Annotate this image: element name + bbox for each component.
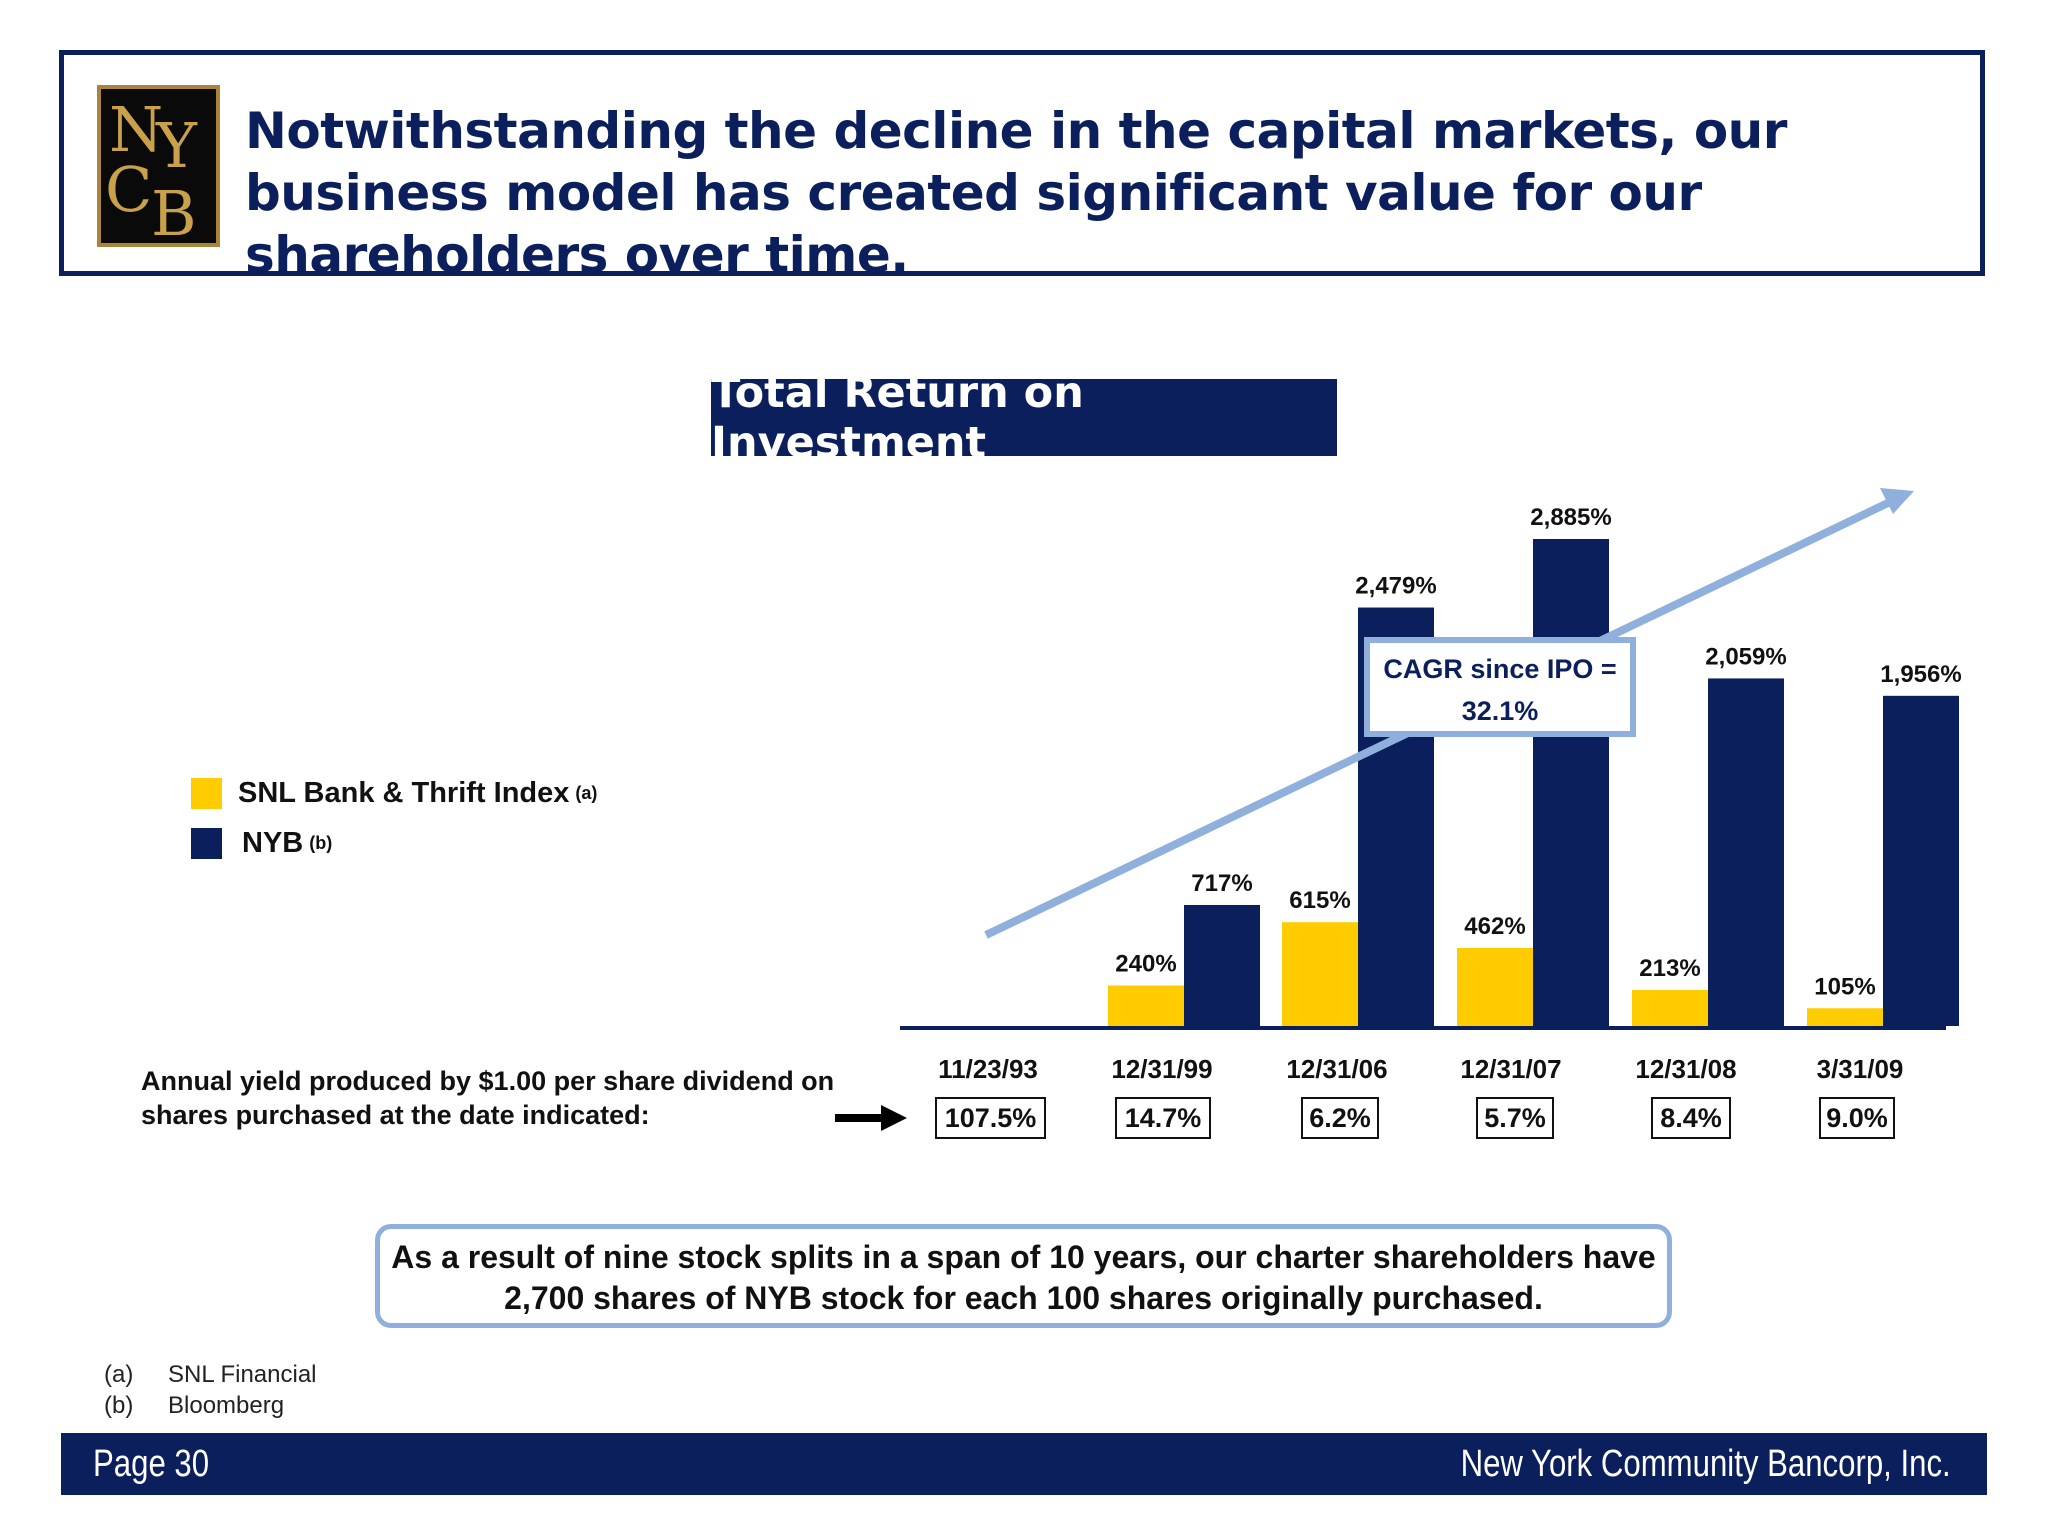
category-label: 3/31/09 <box>1816 1054 1904 1084</box>
svg-text:N: N <box>109 93 163 166</box>
snl-bar-3/31/09 <box>1807 1008 1883 1026</box>
yield-box: 5.7% <box>1476 1097 1554 1139</box>
nycb-logo: N Y C B <box>97 85 220 247</box>
page-number: Page 30 <box>93 1443 210 1485</box>
yield-caption: Annual yield produced by $1.00 per share… <box>141 1066 835 1130</box>
category-label: 12/31/08 <box>1635 1054 1737 1084</box>
snl-bar-12/31/07 <box>1457 948 1533 1026</box>
nyb-value-label-3/31/09: 1,956% <box>1880 661 1961 688</box>
legend-swatch-snl <box>191 778 222 809</box>
legend-item-nyb: NYB (b) <box>191 827 332 860</box>
legend-label-snl: SNL Bank & Thrift Index <box>238 777 570 809</box>
nyb-bar-12/31/08 <box>1708 678 1784 1026</box>
snl-value-label-12/31/99: 240% <box>1115 950 1176 977</box>
legend-label-nyb: NYB <box>242 827 304 859</box>
yield-box: 107.5% <box>935 1097 1046 1139</box>
footnote-letter: (a) <box>104 1361 134 1388</box>
yield-box: 14.7% <box>1115 1097 1211 1139</box>
nycb-logo-graphic: N Y C B <box>105 93 198 243</box>
company-name: New York Community Bancorp, Inc. <box>1460 1443 1951 1485</box>
nyb-bar-12/31/99 <box>1184 904 1260 1026</box>
cagr-line2: 32.1% <box>1461 696 1539 726</box>
svg-text:B: B <box>151 177 197 243</box>
nyb-value-label-12/31/99: 717% <box>1191 870 1252 897</box>
snl-bar-12/31/06 <box>1282 922 1358 1026</box>
headline: Notwithstanding the decline in the capit… <box>245 102 1787 284</box>
nyb-value-label-12/31/06: 2,479% <box>1355 573 1436 600</box>
snl-bar-12/31/08 <box>1632 990 1708 1026</box>
trend-arrow-head <box>1880 488 1914 514</box>
category-label: 11/23/93 <box>938 1054 1038 1084</box>
legend-item-snl: SNL Bank & Thrift Index (a) <box>191 777 597 810</box>
footnote-letter: (b) <box>104 1392 134 1419</box>
labels-layer: 240% 717% 615% 2,479% 462% 2,885% 213% 2,059% 10… <box>1115 504 1961 1000</box>
stock-split-note: As a result of nine stock splits in a sp… <box>375 1224 1672 1328</box>
snl-value-label-12/31/06: 615% <box>1289 887 1350 914</box>
cagr-line1: CAGR since IPO = <box>1383 654 1617 684</box>
bars-layer <box>1108 539 1959 1026</box>
header-box <box>59 50 1985 276</box>
footnote-a: (a) SNL Financial <box>104 1361 317 1389</box>
footer-bar: Page 30 New York Community Bancorp, Inc. <box>61 1433 1987 1495</box>
snl-value-label-12/31/08: 213% <box>1639 955 1700 982</box>
svg-text:Y: Y <box>155 109 198 182</box>
snl-bar-12/31/99 <box>1108 985 1184 1026</box>
nyb-value-label-12/31/08: 2,059% <box>1705 643 1786 670</box>
legend-footnote-nyb: (b) <box>309 833 333 853</box>
right-arrow-icon <box>835 1105 907 1131</box>
yield-box: 9.0% <box>1819 1097 1895 1139</box>
category-label: 12/31/06 <box>1286 1054 1388 1084</box>
footnote-text: Bloomberg <box>168 1392 285 1419</box>
yield-box: 8.4% <box>1651 1097 1731 1139</box>
yield-box: 6.2% <box>1301 1097 1379 1139</box>
snl-value-label-3/31/09: 105% <box>1814 973 1875 1000</box>
cagr-callout: CAGR since IPO = 32.1% <box>1364 637 1636 737</box>
legend-swatch-nyb <box>191 828 222 859</box>
footnote-text: SNL Financial <box>168 1361 317 1388</box>
legend-footnote-snl: (a) <box>575 783 598 803</box>
nyb-value-label-12/31/07: 2,885% <box>1530 504 1611 531</box>
nyb-bar-12/31/07 <box>1533 539 1609 1026</box>
category-label: 12/31/99 <box>1111 1054 1213 1084</box>
category-label: 12/31/07 <box>1460 1054 1562 1084</box>
nyb-bar-3/31/09 <box>1883 695 1959 1026</box>
snl-value-label-12/31/07: 462% <box>1464 913 1525 940</box>
footnote-b: (b) Bloomberg <box>104 1392 284 1420</box>
svg-text:C: C <box>105 153 152 226</box>
